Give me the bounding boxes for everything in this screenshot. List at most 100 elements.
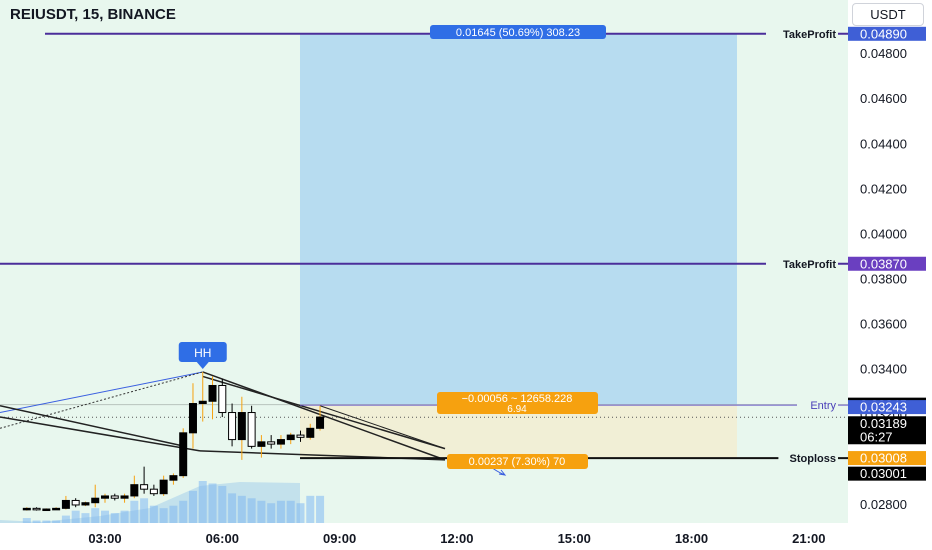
candle-body bbox=[149, 488, 158, 495]
candle-body bbox=[61, 499, 70, 509]
hh-marker-label: HH bbox=[194, 346, 211, 360]
price-tag-value: 0.03870 bbox=[860, 256, 907, 271]
trendline bbox=[0, 371, 203, 429]
volume-bar bbox=[71, 510, 80, 523]
volume-bar bbox=[42, 520, 51, 523]
price-tag-box bbox=[848, 416, 926, 445]
candle-body bbox=[140, 484, 149, 490]
price-tag-label: Entry bbox=[810, 400, 836, 412]
candle-body bbox=[110, 495, 119, 499]
volume-bar bbox=[110, 513, 119, 523]
volume-bar bbox=[218, 485, 227, 523]
volume-bar bbox=[276, 500, 285, 523]
candle-body bbox=[120, 495, 129, 499]
candle-body bbox=[32, 507, 41, 511]
volume-bar bbox=[306, 495, 315, 523]
price-tag-box bbox=[848, 256, 926, 271]
price-tag-value: 0.03243 bbox=[860, 400, 907, 415]
price-tag-label-bg bbox=[797, 398, 838, 413]
volume-bar bbox=[247, 498, 256, 523]
price-tag-box bbox=[848, 26, 926, 41]
volume-bar bbox=[91, 508, 100, 523]
x-tick-label: 21:00 bbox=[792, 531, 825, 546]
volume-bar bbox=[159, 508, 168, 523]
candle-body bbox=[169, 475, 178, 481]
volume-bar bbox=[61, 515, 70, 523]
volume-bar bbox=[120, 510, 129, 523]
price-tag-label-bg bbox=[766, 256, 838, 271]
candle-body bbox=[208, 384, 217, 402]
volume-bar bbox=[179, 500, 188, 523]
candle-body bbox=[276, 439, 285, 445]
candle-body bbox=[130, 484, 139, 497]
y-tick-label: 0.04400 bbox=[860, 136, 907, 151]
candle-body bbox=[159, 479, 168, 495]
center-label-box bbox=[437, 392, 598, 414]
loss-label: 0.00237 (7.30%) 70 bbox=[469, 456, 566, 468]
price-tag-value: 0.03008 bbox=[860, 451, 907, 466]
profit-zone bbox=[300, 33, 737, 406]
candle-body bbox=[316, 416, 325, 429]
trendline bbox=[202, 375, 446, 450]
candle-body bbox=[306, 427, 315, 438]
price-tag-value: 0.03189 bbox=[860, 416, 907, 431]
candle-body bbox=[81, 502, 90, 506]
volume-bar bbox=[267, 503, 276, 523]
candle-body bbox=[52, 507, 61, 511]
volume-bar bbox=[140, 498, 149, 523]
volume-bar bbox=[81, 513, 90, 523]
candle-body bbox=[247, 412, 256, 447]
price-tag-box bbox=[848, 451, 926, 466]
y-tick-label: 0.04800 bbox=[860, 46, 907, 61]
volume-bar bbox=[22, 518, 31, 523]
candle-body bbox=[179, 432, 188, 477]
y-tick-label: 0.02800 bbox=[860, 497, 907, 512]
y-tick-label: 0.04600 bbox=[860, 91, 907, 106]
volume-bar bbox=[198, 481, 207, 523]
x-tick-label: 12:00 bbox=[440, 531, 473, 546]
candle-body bbox=[228, 412, 237, 441]
x-tick-label: 06:00 bbox=[206, 531, 239, 546]
trendline bbox=[202, 371, 446, 461]
volume-bar bbox=[52, 520, 61, 523]
price-tag-value: 0.03001 bbox=[860, 466, 907, 481]
candle-body bbox=[22, 507, 31, 511]
y-tick-label: 0.03600 bbox=[860, 317, 907, 332]
symbol-title: REIUSDT, 15, BINANCE bbox=[10, 6, 176, 23]
x-tick-label: 03:00 bbox=[88, 531, 121, 546]
hh-marker-box bbox=[178, 341, 227, 362]
volume-bar bbox=[237, 495, 246, 523]
volume-bar bbox=[188, 490, 197, 523]
price-tag-label: TakeProfit bbox=[783, 259, 836, 271]
candle-body bbox=[257, 441, 266, 447]
trendline bbox=[0, 416, 201, 452]
candle-body bbox=[101, 495, 109, 499]
candle-body bbox=[42, 508, 51, 512]
volume-bar bbox=[286, 500, 295, 523]
y-tick-label: 0.04000 bbox=[860, 226, 907, 241]
volume-bar bbox=[130, 500, 139, 523]
volume-bar bbox=[257, 500, 266, 523]
trendline bbox=[0, 405, 186, 448]
price-tag-label-bg bbox=[766, 26, 838, 41]
volume-bar bbox=[169, 505, 178, 523]
volume-bar bbox=[316, 495, 325, 523]
candle-body bbox=[218, 384, 227, 414]
center-label-line1: −0.00056 ~ 12658.228 bbox=[462, 393, 573, 405]
volume-bar bbox=[149, 505, 158, 523]
price-tag-countdown: 06:27 bbox=[860, 429, 893, 444]
candle-body bbox=[296, 434, 305, 438]
y-tick-label: 0.03400 bbox=[860, 362, 907, 377]
y-tick-label: 0.04200 bbox=[860, 181, 907, 196]
x-tick-label: 15:00 bbox=[558, 531, 591, 546]
currency-button[interactable]: USDT bbox=[852, 3, 924, 26]
time-axis-background bbox=[0, 523, 848, 550]
price-tag-label-bg bbox=[778, 451, 838, 466]
profit-label-box bbox=[430, 25, 606, 39]
candle-body bbox=[267, 441, 276, 445]
volume-bar bbox=[296, 503, 305, 523]
x-tick-label: 18:00 bbox=[675, 531, 708, 546]
volume-bar bbox=[208, 483, 217, 523]
